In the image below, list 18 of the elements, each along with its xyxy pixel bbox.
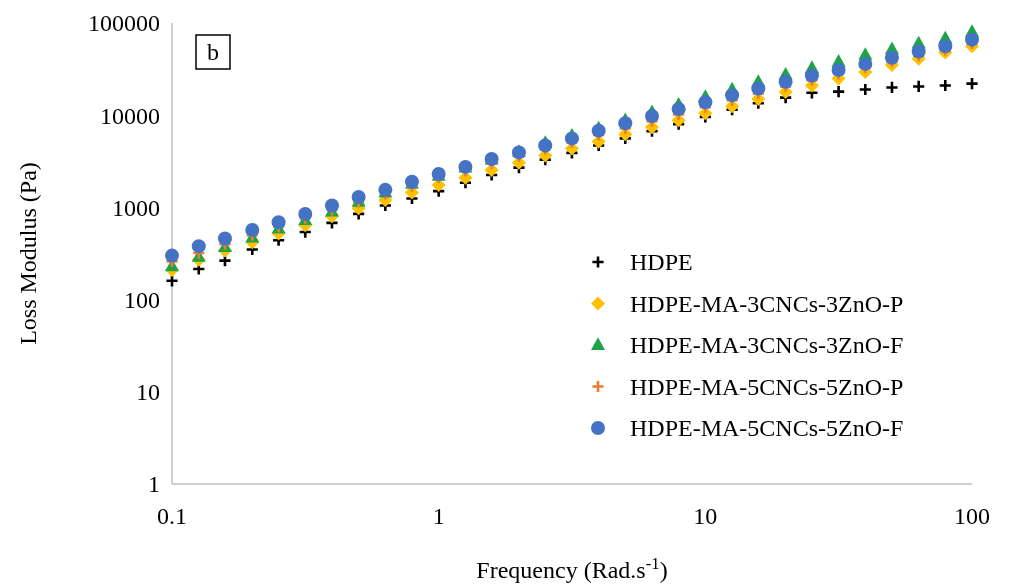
x-axis-title: Frequency (Rad.s$^{-1}$) [476,553,668,583]
y-tick-label: 1 [148,471,160,498]
legend-label: HDPE-MA-5CNCs-5ZnO-F [630,415,904,442]
legend-label: HDPE-MA-3CNCs-3ZnO-P [630,290,904,317]
legend-label: HDPE-MA-3CNCs-3ZnO-F [630,332,904,359]
y-axis-title: Loss Modulus (Pa) [15,162,41,345]
y-tick-label: 10 [136,379,160,406]
y-tick-label: 1000 [112,194,160,221]
y-tick-label: 100 [124,287,160,313]
y-tick-label: 10000 [100,102,160,129]
x-tick-label: 10 [693,503,718,529]
legend-label: HDPE-MA-5CNCs-5ZnO-P [630,373,904,400]
x-tick-label: 0.1 [157,503,187,529]
x-tick-label: 1 [432,503,445,529]
x-tick-label: 100 [954,503,990,529]
annotation: b [207,39,219,65]
legend-label: HDPE [630,249,693,276]
y-tick-label: 100000 [88,10,160,37]
